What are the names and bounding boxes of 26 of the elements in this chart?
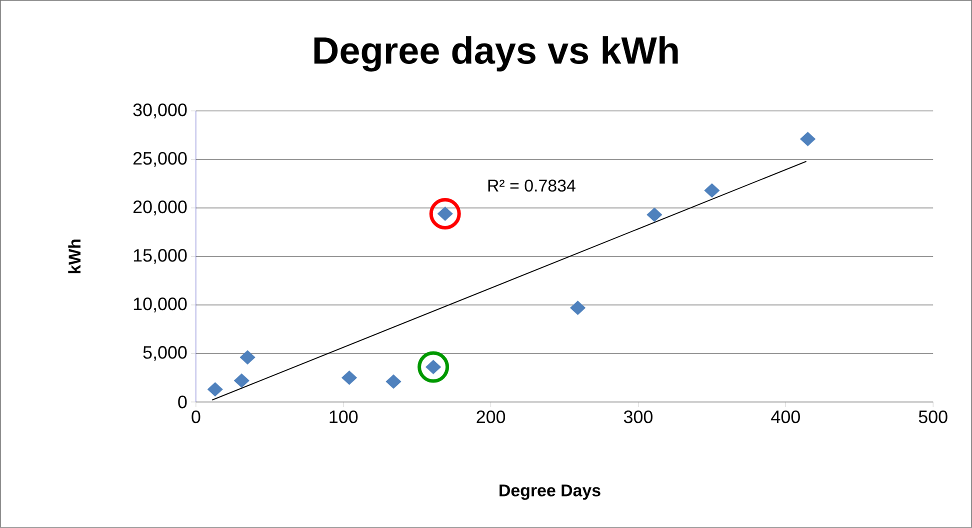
y-tick-label: 30,000 [133,104,187,118]
annotation: R² = 0.7834 [488,180,576,192]
x-tick-label: 500 [918,410,948,424]
x-tick-label: 100 [330,410,358,424]
x-tick-label: 400 [771,410,800,424]
point [800,132,816,146]
x-tick-label: 200 [476,410,506,424]
y-tick-label: 15,000 [134,249,187,264]
chart-title: Degree days vs kWh [314,36,678,72]
y-tick-label: 25,000 [133,152,187,167]
y-tick-label: 20,000 [133,200,187,216]
point [234,373,250,388]
point [341,370,358,385]
y-tick-label: 5,000 [143,346,187,361]
x-tick-label: 0 [192,410,200,424]
y-tick-label: 0 [178,396,187,408]
y-tick-label: 10,000 [134,298,187,312]
point [570,300,586,316]
point [704,183,720,198]
point [646,208,662,222]
point [386,374,402,389]
y-axis-title: kWh [68,240,80,274]
point [207,382,223,397]
x-axis-title: Degree Days [500,484,600,500]
x-tick-label: 300 [624,410,653,424]
point [240,350,256,365]
